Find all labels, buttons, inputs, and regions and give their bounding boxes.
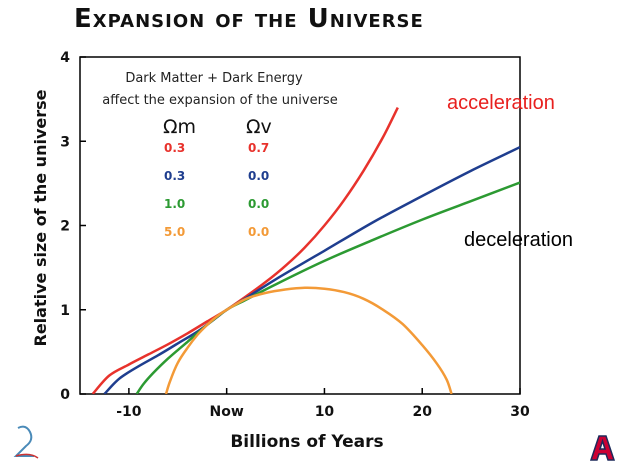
legend-header-omega-v: Ωv — [246, 116, 272, 138]
legend-omega-v-value: 0.0 — [248, 169, 269, 183]
y-tick-label: 3 — [60, 134, 70, 150]
chart-legend: Dark Matter + Dark Energy affect the exp… — [102, 71, 337, 239]
acceleration-label: acceleration — [447, 92, 555, 114]
y-tick-label: 1 — [60, 303, 70, 319]
series-line-1 — [91, 107, 399, 394]
y-tick-label: 0 — [60, 387, 70, 403]
legend-header-omega-m: Ωm — [163, 116, 196, 138]
series-curves — [91, 107, 520, 394]
legend-omega-m-value: 5.0 — [164, 225, 185, 239]
y-tick-label: 4 — [60, 50, 70, 66]
legend-omega-v-value: 0.7 — [248, 141, 269, 155]
x-tick-label: Now — [210, 404, 244, 420]
x-tick-label: -10 — [116, 404, 142, 420]
spiral-logo-icon — [13, 425, 39, 459]
legend-omega-v-value: 0.0 — [248, 197, 269, 211]
x-tick-label: 10 — [315, 404, 335, 420]
legend-omega-v-value: 0.0 — [248, 225, 269, 239]
y-axis-label: Relative size of the universe — [31, 89, 50, 346]
x-tick-label: 30 — [510, 404, 530, 420]
legend-omega-m-value: 0.3 — [164, 169, 185, 183]
legend-title-line1: Dark Matter + Dark Energy — [125, 71, 303, 86]
university-a-logo-icon — [589, 433, 616, 461]
legend-title-line2: affect the expansion of the universe — [102, 93, 337, 108]
deceleration-label: deceleration — [464, 229, 573, 251]
legend-omega-m-value: 1.0 — [164, 197, 185, 211]
series-line-4 — [164, 286, 453, 394]
legend-omega-m-value: 0.3 — [164, 141, 185, 155]
x-tick-label: 20 — [412, 404, 432, 420]
axis-ticks: -10 Now 10 20 30 0 1 2 3 4 — [60, 50, 530, 420]
y-tick-label: 2 — [60, 219, 70, 235]
x-axis-label: Billions of Years — [230, 432, 383, 452]
series-line-2 — [103, 145, 520, 394]
slide-title: Expansion of the Universe — [74, 4, 424, 34]
